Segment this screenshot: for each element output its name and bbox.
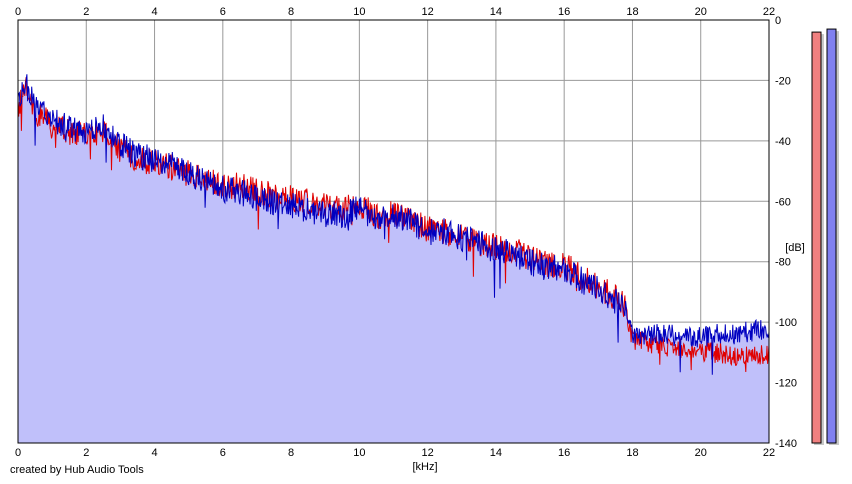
y-tick-label: -40	[775, 136, 791, 148]
x-tick-label: 14	[490, 447, 502, 459]
y-tick-label: -80	[775, 257, 791, 269]
x-tick-label: 2	[83, 447, 89, 459]
level-meter-bar	[811, 31, 822, 444]
plot-frame	[17, 19, 770, 444]
spectrum-area-fill	[18, 74, 769, 444]
x-tick-labels-bottom: 0 2 4 6 8 10 12 14 16 18 20 22	[15, 447, 775, 459]
x-tick-label: 2	[83, 6, 89, 18]
x-tick-labels-top: 0 2 4 6 8 10 12 14 16 18 20 22	[15, 6, 775, 18]
x-tick-label: 6	[220, 447, 226, 459]
x-tick-label: 20	[695, 447, 707, 459]
x-tick-label: 14	[490, 6, 502, 18]
x-tick-label: 18	[626, 6, 638, 18]
x-tick-label: 8	[288, 6, 294, 18]
y-tick-labels: 0 -20 -40 -60 -80 -100 -120 -140	[775, 15, 797, 450]
x-tick-label: 0	[15, 447, 21, 459]
x-tick-label: 22	[763, 6, 775, 18]
y-tick-label: 0	[775, 15, 781, 27]
x-tick-label: 10	[353, 447, 365, 459]
x-tick-label: 20	[695, 6, 707, 18]
x-tick-label: 18	[626, 447, 638, 459]
x-tick-label: 12	[422, 6, 434, 18]
x-tick-label: 16	[558, 6, 570, 18]
x-axis-label: [kHz]	[412, 461, 437, 473]
level-meter-bar	[826, 28, 837, 444]
y-tick-label: -20	[775, 75, 791, 87]
y-axis-label: [dB]	[785, 242, 805, 254]
y-tick-label: -140	[775, 438, 797, 450]
x-tick-label: 8	[288, 447, 294, 459]
x-tick-label: 0	[15, 6, 21, 18]
x-tick-label: 10	[353, 6, 365, 18]
y-tick-label: -60	[775, 196, 791, 208]
level-meters	[811, 28, 839, 446]
credit-text: created by Hub Audio Tools	[10, 464, 144, 476]
series-blue-line	[17, 74, 770, 375]
x-tick-label: 4	[151, 6, 157, 18]
y-tick-label: -120	[775, 378, 797, 390]
x-tick-label: 12	[422, 447, 434, 459]
x-tick-label: 4	[151, 447, 157, 459]
x-tick-label: 16	[558, 447, 570, 459]
y-tick-label: -100	[775, 317, 797, 329]
x-tick-label: 6	[220, 6, 226, 18]
x-tick-label: 22	[763, 447, 775, 459]
